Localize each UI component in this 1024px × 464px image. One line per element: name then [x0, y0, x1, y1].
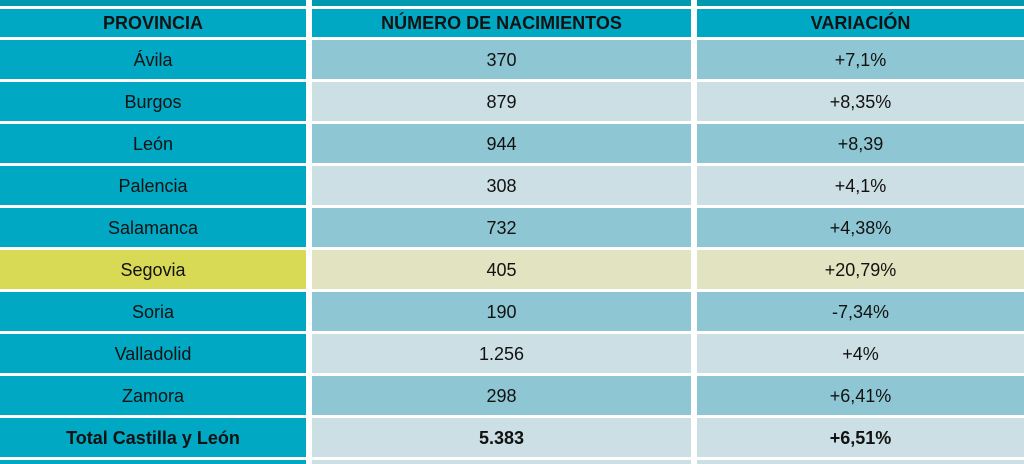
variation-cell: +4%	[697, 334, 1024, 373]
variation-cell: +7,1%	[697, 40, 1024, 79]
header-nacimientos: NÚMERO DE NACIMIENTOS	[312, 9, 691, 37]
variation-cell: +4,1%	[697, 166, 1024, 205]
table-row: Salamanca 732 +4,38%	[0, 208, 1024, 247]
table-row: Total Castilla y León 5.383 +6,51%	[0, 418, 1024, 457]
province-cell: León	[0, 124, 306, 163]
province-cell: Zamora	[0, 376, 306, 415]
table-row: Burgos 879 +8,35%	[0, 82, 1024, 121]
province-cell: Palencia	[0, 166, 306, 205]
province-cell: Segovia	[0, 250, 306, 289]
top-strip-cell	[312, 0, 691, 6]
variation-cell: -7,34%	[697, 292, 1024, 331]
table-header-row: PROVINCIA NÚMERO DE NACIMIENTOS VARIACIÓ…	[0, 9, 1024, 37]
births-cell: 370	[312, 40, 691, 79]
births-cell: 944	[312, 124, 691, 163]
province-cell: Total Castilla y León	[0, 418, 306, 457]
province-cell: Salamanca	[0, 208, 306, 247]
bottom-strip-cell	[312, 460, 691, 464]
variation-cell: +4,38%	[697, 208, 1024, 247]
province-cell: Valladolid	[0, 334, 306, 373]
births-cell: 732	[312, 208, 691, 247]
province-cell: Soria	[0, 292, 306, 331]
births-cell: 5.383	[312, 418, 691, 457]
bottom-strip-row	[0, 460, 1024, 464]
table-row: Ávila 370 +7,1%	[0, 40, 1024, 79]
table-row: Soria 190 -7,34%	[0, 292, 1024, 331]
bottom-strip-cell	[0, 460, 306, 464]
births-cell: 879	[312, 82, 691, 121]
births-cell: 405	[312, 250, 691, 289]
province-cell: Ávila	[0, 40, 306, 79]
top-strip-row	[0, 0, 1024, 6]
header-variacion: VARIACIÓN	[697, 9, 1024, 37]
births-cell: 190	[312, 292, 691, 331]
table-row: León 944 +8,39	[0, 124, 1024, 163]
variation-cell: +6,51%	[697, 418, 1024, 457]
table-row: Valladolid 1.256 +4%	[0, 334, 1024, 373]
header-provincia: PROVINCIA	[0, 9, 306, 37]
variation-cell: +8,35%	[697, 82, 1024, 121]
top-strip-cell	[0, 0, 306, 6]
births-cell: 308	[312, 166, 691, 205]
province-cell: Burgos	[0, 82, 306, 121]
table-row: Zamora 298 +6,41%	[0, 376, 1024, 415]
variation-cell: +8,39	[697, 124, 1024, 163]
births-cell: 1.256	[312, 334, 691, 373]
bottom-strip-cell	[697, 460, 1024, 464]
variation-cell: +6,41%	[697, 376, 1024, 415]
births-cell: 298	[312, 376, 691, 415]
table-row: Palencia 308 +4,1%	[0, 166, 1024, 205]
table-row: Segovia 405 +20,79%	[0, 250, 1024, 289]
variation-cell: +20,79%	[697, 250, 1024, 289]
top-strip-cell	[697, 0, 1024, 6]
